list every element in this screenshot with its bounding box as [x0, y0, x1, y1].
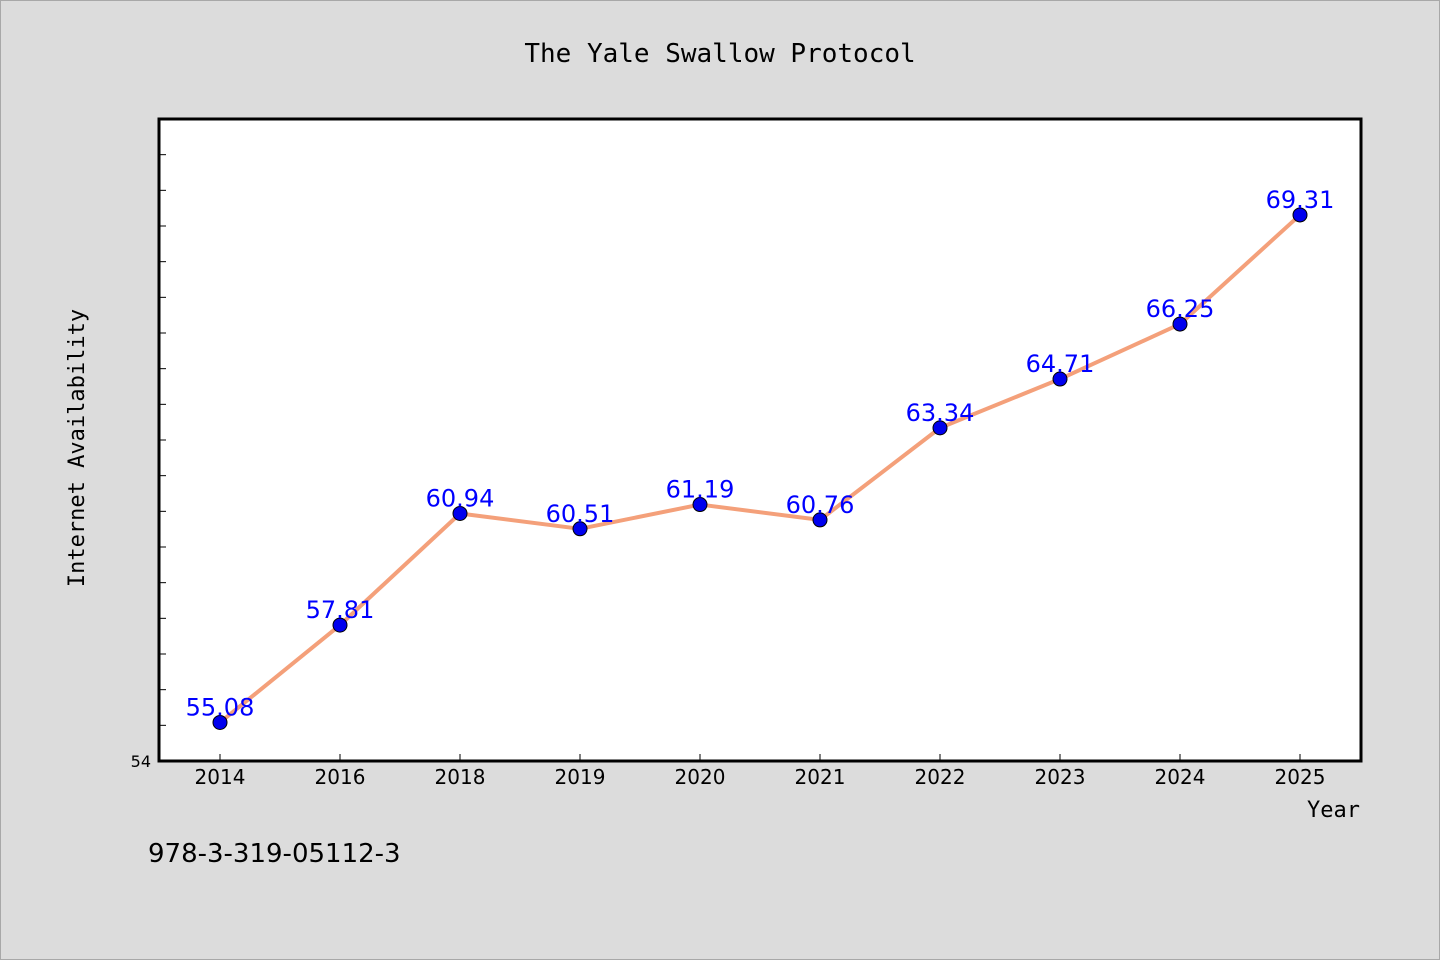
y-axis-label: Internet Availability — [65, 309, 90, 587]
series-line — [218, 212, 1302, 725]
data-label: 60.94 — [426, 484, 495, 512]
data-point — [212, 714, 228, 730]
data-label: 60.76 — [786, 491, 855, 519]
x-axis-label: Year — [1307, 798, 1360, 823]
data-point — [1292, 207, 1308, 223]
data-label: 57.81 — [306, 596, 375, 624]
data-point — [572, 521, 588, 537]
x-axis-ticks: 2014 2016 2018 2019 2020 2021 2022 2023 2024 2025 — [195, 754, 1326, 789]
data-point — [932, 420, 948, 436]
y-axis-ticks — [159, 118, 166, 762]
data-label: 60.51 — [546, 500, 615, 528]
x-tick-label: 2020 — [675, 765, 726, 789]
data-point — [332, 617, 348, 633]
data-point — [692, 497, 708, 513]
isbn-label: 978-3-319-05112-3 — [148, 839, 401, 869]
x-tick-label: 2016 — [315, 765, 366, 789]
chart-title: The Yale Swallow Protocol — [524, 39, 915, 69]
data-label: 66.25 — [1146, 295, 1215, 323]
y-tick-label-min: 54 — [131, 752, 151, 771]
x-tick-label: 2024 — [1155, 765, 1206, 789]
data-point — [812, 512, 828, 528]
x-tick-label: 2018 — [435, 765, 486, 789]
plot-area — [157, 117, 1363, 763]
x-tick-label: 2014 — [195, 765, 246, 789]
x-tick-label: 2022 — [915, 765, 966, 789]
data-label: 55.08 — [186, 693, 255, 721]
x-tick-label: 2019 — [555, 765, 606, 789]
data-label: 69.31 — [1266, 186, 1335, 214]
x-tick-label: 2021 — [795, 765, 846, 789]
data-point — [1172, 316, 1188, 332]
data-label: 64.71 — [1026, 350, 1095, 378]
data-label: 63.34 — [906, 399, 975, 427]
series-layer: 55.08 57.81 60.94 60.51 61.19 60.76 63.34 64.71… — [186, 186, 1335, 730]
x-tick-label: 2025 — [1275, 765, 1326, 789]
data-point — [452, 505, 468, 521]
data-point — [1052, 371, 1068, 387]
x-tick-label: 2023 — [1035, 765, 1086, 789]
data-label: 61.19 — [666, 476, 735, 504]
